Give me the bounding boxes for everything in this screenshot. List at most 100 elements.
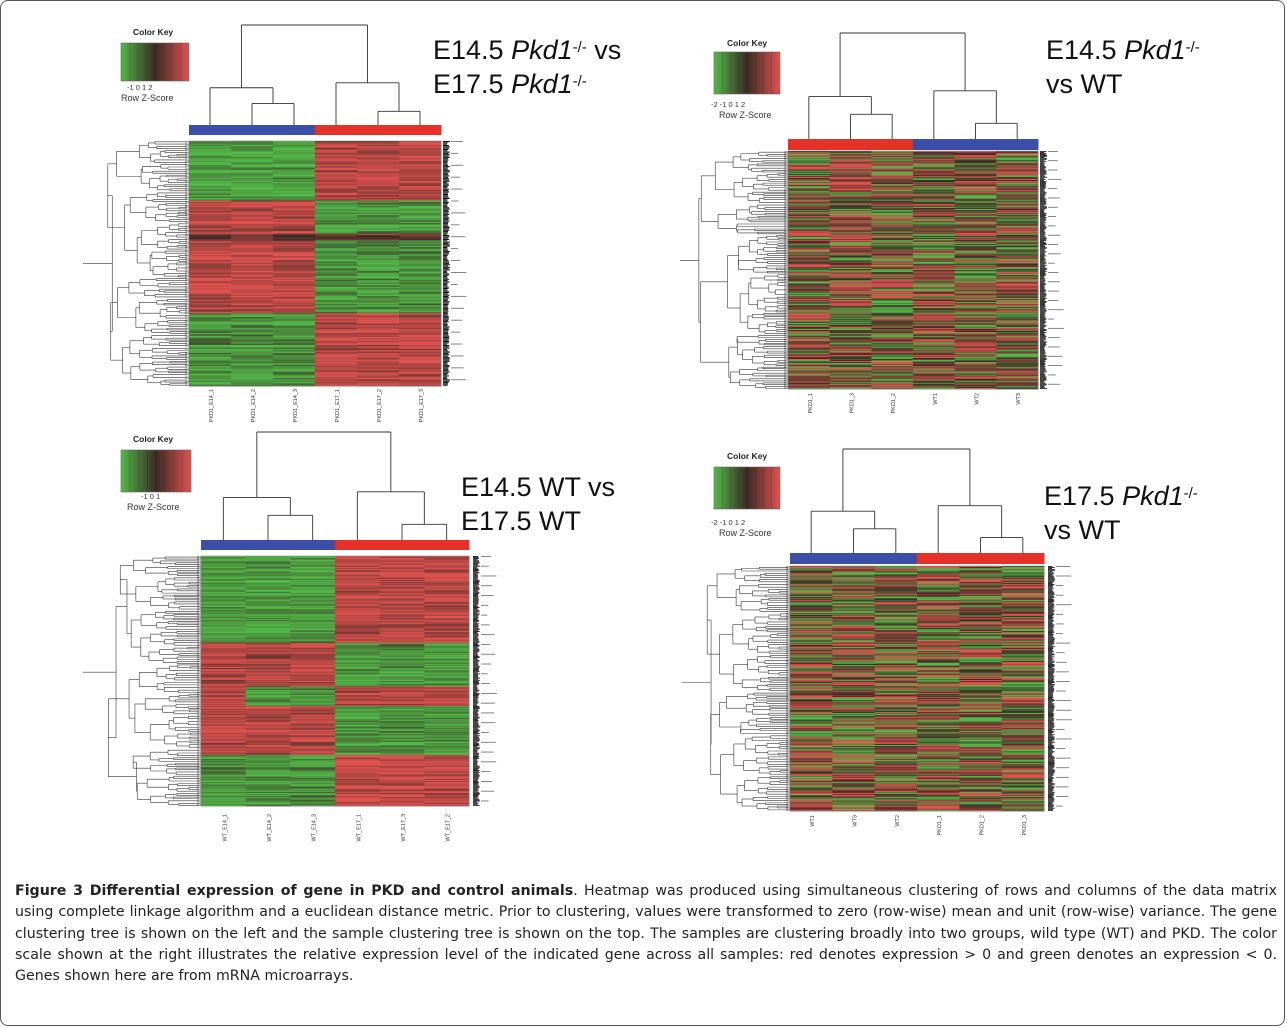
color-key-ticks: -1 0 1 xyxy=(141,492,161,501)
panel-title: E17.5 Pkd1-/- vs WT xyxy=(1044,479,1198,547)
heatmap-panel-e17-pkd1-vs-wt: WT1 WT3 WT2 PKD1_1 PKD1_2 PKD1_3 Color Key -2… xyxy=(666,441,1276,871)
sample-label: WT_E14_1 xyxy=(222,814,228,842)
gene-dendrogram xyxy=(680,151,788,389)
color-key-bar xyxy=(713,51,781,95)
color-key-ticks: -2 -1 0 1 2 xyxy=(711,518,746,527)
sample-group-bar xyxy=(871,139,914,150)
color-key-bar xyxy=(120,449,192,493)
panel-title-line1: E14.5 WT vs xyxy=(461,472,616,502)
sample-group-bar xyxy=(357,125,400,135)
heatmap-panel-e14-vs-e17-pkd1: PKD1_E14_1 PKD1_E14_2 PKD1_E14_3 PKD1_E17_1… xyxy=(61,19,661,439)
color-key-ticks: -2 -1 0 1 2 xyxy=(711,100,746,109)
sample-group-bar xyxy=(231,125,274,135)
panel-title-line2: E17.5 WT xyxy=(461,506,582,536)
panel-title: E14.5 WT vs E17.5 WT xyxy=(461,470,615,538)
heatmap-panel-e14-pkd1-vs-wt: PKD1_1 PKD1_3 PKD1_2 WT1 WT2 WT3 Color Key -2… xyxy=(666,25,1276,435)
sample-label: PKD1_2 xyxy=(980,815,986,836)
color-key-label: Row Z-Score xyxy=(719,110,772,120)
sample-label: PKD1_3 xyxy=(850,393,856,414)
heatmap-graphic: WT1 WT3 WT2 PKD1_1 PKD1_2 PKD1_3 xyxy=(682,448,1072,836)
sample-group-bar xyxy=(959,553,1003,564)
sample-group-bar xyxy=(273,125,316,135)
sample-dendrogram xyxy=(808,32,1018,139)
figure-caption-label: Figure 3 Differential expression of gene… xyxy=(15,883,574,899)
sample-label: WT_E14_2 xyxy=(267,814,273,842)
sample-label: WT_E17_2 xyxy=(446,814,452,842)
sample-group-bar xyxy=(399,125,442,135)
sample-label: PKD1_E17_1 xyxy=(335,389,341,422)
gene-dendrogram xyxy=(83,556,201,806)
sample-group-bar xyxy=(996,139,1039,150)
sample-label: WT1 xyxy=(933,393,939,405)
sample-group-bar xyxy=(874,553,918,564)
gene-label-marks xyxy=(1048,566,1072,811)
color-key-title: Color Key xyxy=(727,38,768,48)
sample-group-bar xyxy=(829,139,872,150)
sample-group-bar xyxy=(189,125,232,135)
sample-group-bar xyxy=(790,553,833,564)
sample-label: PKD1_E17_2 xyxy=(377,389,383,422)
panel-title-line1: E14.5 Pkd1-/- xyxy=(1046,35,1200,65)
sample-label: PKD1_1 xyxy=(808,393,814,414)
sample-group-bar xyxy=(788,139,831,150)
color-key-label: Row Z-Score xyxy=(127,502,180,512)
color-key-title: Color Key xyxy=(133,27,174,37)
sample-label: WT_E17_3 xyxy=(401,814,407,842)
color-key-label: Row Z-Score xyxy=(121,93,174,103)
sample-label: PKD1_E14_2 xyxy=(251,389,257,422)
sample-label: WT3 xyxy=(1016,393,1022,405)
sample-label: WT_E17_1 xyxy=(356,814,362,842)
heatmap-cells xyxy=(788,151,1039,390)
gene-dendrogram xyxy=(682,566,790,811)
sample-label: WT_E14_3 xyxy=(312,814,318,842)
sample-group-bar xyxy=(245,540,291,550)
panel-title-line1: E14.5 Pkd1-/- vs xyxy=(433,35,622,65)
heatmap-graphic: WT_E14_1 WT_E14_2 WT_E14_3 WT_E17_1 WT_E17_3… xyxy=(83,431,497,842)
gene-label-marks xyxy=(443,141,467,386)
figure-caption-text: . Heatmap was produced using simultaneou… xyxy=(15,883,1277,985)
heatmap-cells xyxy=(790,566,1045,812)
sample-group-bar xyxy=(201,540,247,550)
panel-title-line1: E17.5 Pkd1-/- xyxy=(1044,481,1198,511)
heatmap-graphic: PKD1_1 PKD1_3 PKD1_2 WT1 WT2 WT3 xyxy=(680,32,1064,414)
color-key-title: Color Key xyxy=(727,451,768,461)
panel-title-line2: vs WT xyxy=(1044,515,1121,545)
color-key-title: Color Key xyxy=(133,434,174,444)
sample-group-bar xyxy=(290,540,336,550)
sample-label: PKD1_3 xyxy=(1022,815,1028,836)
sample-label: PKD1_E17_3 xyxy=(419,389,425,422)
color-key-label: Row Z-Score xyxy=(719,528,772,538)
sample-group-bar xyxy=(335,540,381,550)
sample-label: WT1 xyxy=(810,815,816,827)
panel-title-line2: E17.5 Pkd1-/- xyxy=(433,69,587,99)
gene-label-marks xyxy=(473,556,497,806)
sample-group-bar xyxy=(954,139,997,150)
panel-title: E14.5 Pkd1-/- vs WT xyxy=(1046,33,1200,101)
sample-group-bar xyxy=(832,553,876,564)
sample-group-bar xyxy=(424,540,470,550)
sample-group-bar xyxy=(315,125,358,135)
sample-label: WT2 xyxy=(975,393,981,405)
color-key-ticks: -1 0 1 2 xyxy=(127,83,153,92)
color-key-bar xyxy=(120,42,190,82)
panel-title-line2: vs WT xyxy=(1046,69,1123,99)
heatmap-graphic: PKD1_E14_1 PKD1_E14_2 PKD1_E14_3 PKD1_E17_1… xyxy=(83,24,467,422)
sample-dendrogram xyxy=(222,431,448,540)
sample-dendrogram xyxy=(810,448,1024,553)
sample-group-bar xyxy=(913,139,956,150)
sample-group-bar xyxy=(1001,553,1045,564)
sample-label: PKD1_2 xyxy=(891,393,897,414)
figure-caption: Figure 3 Differential expression of gene… xyxy=(15,881,1277,987)
heatmap-cells xyxy=(201,556,470,807)
sample-group-bar xyxy=(379,540,425,550)
sample-label: WT3 xyxy=(853,815,859,827)
heatmap-panel-e14-wt-vs-e17-wt: WT_E14_1 WT_E14_2 WT_E14_3 WT_E17_1 WT_E17_3… xyxy=(61,426,661,871)
gene-dendrogram xyxy=(83,141,189,386)
panel-title: E14.5 Pkd1-/- vs E17.5 Pkd1-/- xyxy=(433,33,621,101)
sample-label: PKD1_E14_1 xyxy=(209,389,215,422)
sample-label: PKD1_E14_3 xyxy=(293,389,299,422)
gene-label-marks xyxy=(1040,151,1064,389)
sample-label: PKD1_1 xyxy=(937,815,943,836)
heatmap-cells xyxy=(189,141,442,387)
